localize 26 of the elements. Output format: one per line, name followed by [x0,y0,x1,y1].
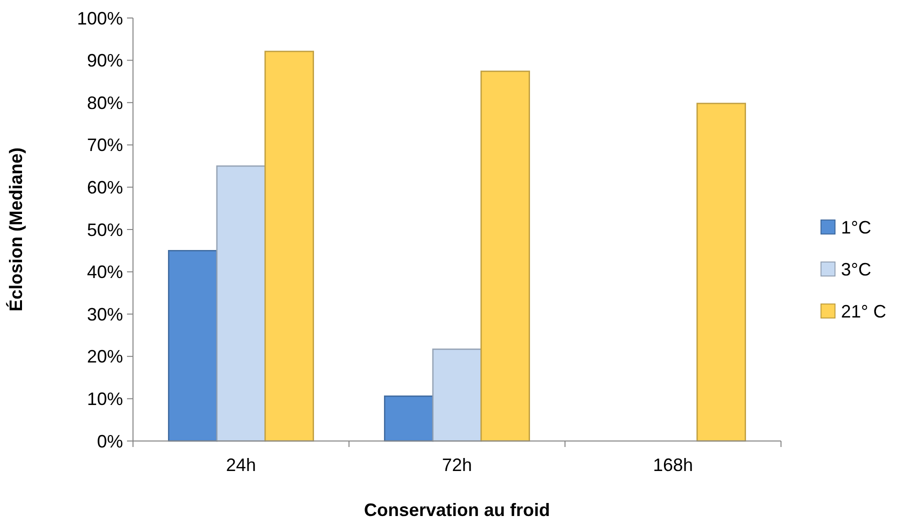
bar [480,70,530,442]
y-tick-label: 30% [86,304,123,324]
y-tick-label: 40% [86,262,123,282]
legend-label: 1°C [841,217,872,238]
y-tick-label: 80% [86,92,123,113]
x-tick-label: 24h [226,455,256,475]
y-tick-label: 70% [86,135,123,156]
legend-label: 3°C [841,259,872,280]
bar [384,396,434,442]
legend-label: 21° C [841,301,886,322]
y-tick-label: 50% [86,220,123,240]
y-tick-label: 90% [86,50,123,71]
y-tick-label: 0% [96,431,123,452]
y-tick-label: 60% [86,178,123,198]
x-tick-label: 72h [442,455,472,475]
y-tick-label: 100% [76,8,123,28]
y-axis-title: Éclosion (Mediane) [6,147,26,312]
x-axis-title: Conservation au froid [364,500,550,520]
bar [432,348,482,442]
x-tick-label: 168h [652,455,694,475]
bar [216,165,266,442]
y-tick-label: 10% [86,389,123,409]
bar [696,102,746,442]
y-tick-label: 20% [86,346,123,367]
bar [264,50,314,442]
bar [168,250,218,442]
